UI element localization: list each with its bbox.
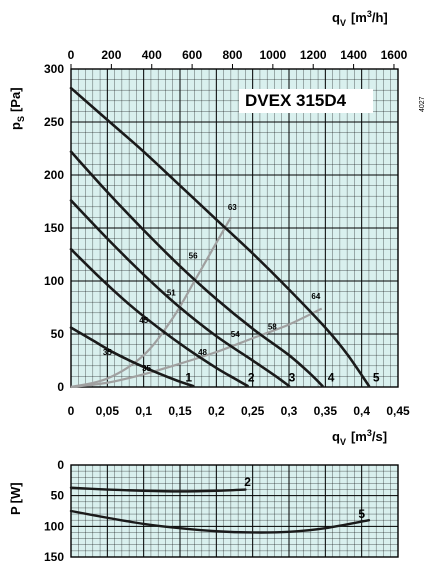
power-y-tick-label: 50	[51, 489, 65, 503]
top-tick-label: 1000	[260, 48, 287, 62]
fan-curve-1	[69, 326, 195, 388]
power-plot-background	[71, 465, 398, 557]
y-axis-label: pS [Pa]	[8, 87, 26, 130]
power-y-tick-label: 0	[57, 458, 64, 472]
efficiency-label: 35	[103, 348, 112, 357]
top-axis-label-sup: 3	[367, 9, 372, 19]
top-axis-label: qV [m3/h]	[332, 9, 388, 28]
efficiency-label: 64	[311, 292, 320, 301]
efficiency-line	[70, 216, 232, 389]
fan-curve-label: 2	[248, 370, 255, 384]
fan-curve-2	[69, 247, 249, 388]
side-code: 4027	[419, 96, 426, 112]
title-box	[239, 89, 373, 113]
efficiency-line	[70, 307, 323, 389]
top-axis-label-q: q	[332, 10, 340, 25]
x-axis-label-q: q	[332, 429, 340, 444]
efficiency-label: 58	[268, 323, 277, 332]
x-tick-label: 0,35	[314, 404, 338, 418]
top-axis-label-sub: V	[340, 18, 346, 28]
y-axis-label-p: p	[8, 122, 23, 130]
power-y-axis-label-unit: [W]	[8, 482, 23, 503]
efficiency-label: 63	[228, 203, 237, 212]
power-y-tick-label: 100	[44, 519, 64, 533]
top-tick-label: 1600	[381, 48, 408, 62]
x-tick-label: 0,05	[96, 404, 120, 418]
y-tick-label: 200	[44, 168, 64, 182]
efficiency-label: 35	[142, 364, 151, 373]
fan-curve-4	[69, 150, 324, 388]
top-tick-label: 800	[222, 48, 242, 62]
top-tick-label: 600	[182, 48, 202, 62]
x-tick-label: 0,1	[135, 404, 152, 418]
y-tick-label: 250	[44, 115, 64, 129]
chart-title: DVEX 315D4	[245, 91, 347, 110]
x-tick-label: 0,45	[386, 404, 410, 418]
fan-curve-label: 5	[373, 370, 380, 384]
power-curve-label: 2	[244, 475, 251, 489]
fan-curve-5	[69, 86, 371, 388]
power-y-axis-label: P [W]	[8, 482, 23, 515]
x-tick-label: 0,15	[168, 404, 192, 418]
y-tick-label: 100	[44, 274, 64, 288]
fan-curve-3	[69, 199, 291, 388]
top-tick-label: 0	[68, 48, 75, 62]
main-plot-frame	[70, 68, 399, 388]
x-axis-label: qV [m3/s]	[332, 428, 387, 447]
power-y-axis-label-p: P	[8, 506, 23, 515]
x-axis-label-sub: V	[340, 437, 346, 447]
top-tick-label: 1400	[340, 48, 367, 62]
fan-curve-label: 4	[328, 370, 335, 384]
x-axis-label-post: /s]	[372, 429, 387, 444]
efficiency-label: 51	[167, 289, 176, 298]
power-curve-label: 5	[358, 507, 365, 521]
x-tick-label: 0,3	[281, 404, 298, 418]
power-curve-5	[69, 509, 371, 534]
power-curve-2	[69, 486, 247, 493]
efficiency-label: 45	[139, 316, 148, 325]
x-tick-label: 0,4	[353, 404, 370, 418]
x-tick-label: 0	[68, 404, 75, 418]
y-axis-label-sub: S	[16, 116, 26, 122]
x-tick-label: 0,2	[208, 404, 225, 418]
top-tick-label: 400	[142, 48, 162, 62]
x-tick-label: 0,25	[241, 404, 265, 418]
efficiency-label: 48	[198, 348, 207, 357]
top-tick-label: 200	[101, 48, 121, 62]
x-axis-label-sup: 3	[367, 428, 372, 438]
y-tick-label: 0	[57, 380, 64, 394]
fan-curve-label: 3	[289, 370, 296, 384]
y-tick-label: 300	[44, 62, 64, 76]
efficiency-label: 54	[231, 330, 240, 339]
y-axis-label-unit: [Pa]	[8, 87, 23, 112]
fan-curve-label: 1	[185, 370, 192, 384]
top-axis-label-unit: [m	[351, 10, 367, 25]
efficiency-label: 56	[189, 252, 198, 261]
power-y-tick-label: 150	[44, 550, 64, 564]
x-axis-label-unit: [m	[351, 429, 367, 444]
y-tick-label: 150	[44, 221, 64, 235]
top-tick-label: 1200	[300, 48, 327, 62]
y-tick-label: 50	[51, 327, 65, 341]
top-axis-label-post: /h]	[372, 10, 388, 25]
